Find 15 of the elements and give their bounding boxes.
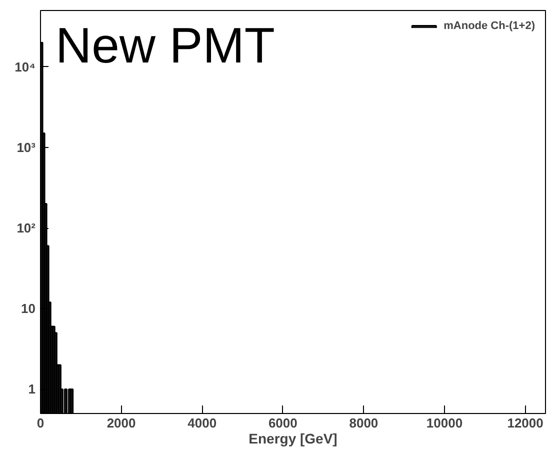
y-tick-label: 10² — [16, 220, 36, 236]
y-tick-label: 10 — [21, 301, 36, 316]
x-tick-label: 4000 — [188, 416, 217, 430]
y-tick-label: 1 — [28, 382, 36, 397]
x-tick-label: 8000 — [349, 416, 378, 430]
x-tick-label: 10000 — [426, 416, 463, 430]
y-tick-label: 10³ — [16, 140, 36, 155]
x-tick-label: 6000 — [268, 416, 298, 430]
x-tick-label: 0 — [36, 416, 44, 430]
x-tick-label: 12000 — [507, 416, 544, 430]
chart-title: New PMT — [56, 18, 275, 74]
legend-label: mAnode Ch-(1+2) — [444, 20, 535, 32]
y-tick-label: 10⁴ — [14, 59, 36, 74]
x-tick-label: 2000 — [106, 416, 136, 430]
x-axis-title: Energy [GeV] — [248, 430, 338, 446]
